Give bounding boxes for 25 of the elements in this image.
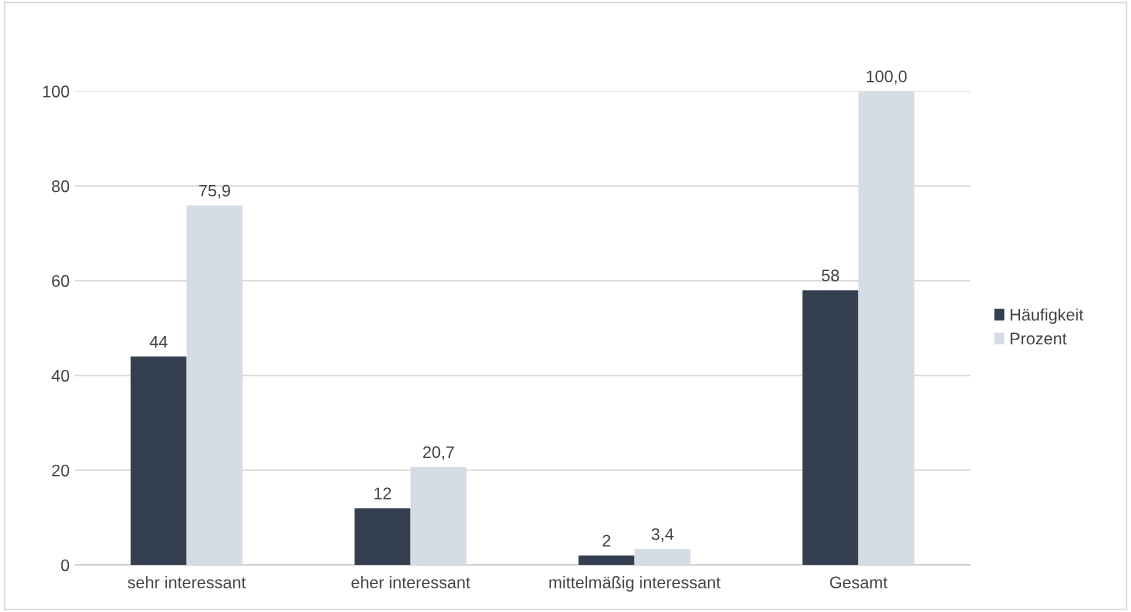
legend-label: Prozent: [1010, 332, 1067, 345]
x-tick-label: mittelmäßig interessant: [549, 576, 721, 592]
y-tick-label: 60: [52, 275, 70, 287]
bar: [578, 555, 635, 565]
bar: [802, 290, 859, 565]
x-tick-label: Gesamt: [830, 576, 888, 589]
x-tick-label: sehr interessant: [127, 576, 246, 589]
y-tick-label: 40: [51, 369, 70, 382]
bar: [354, 508, 411, 565]
data-label: 20,7: [423, 446, 454, 461]
y-tick-label: 100: [43, 85, 70, 98]
data-label: 2: [602, 534, 611, 547]
data-label: 75,9: [199, 184, 231, 199]
bar: [634, 548, 691, 565]
data-label: 3,4: [651, 528, 674, 543]
data-label: 58: [821, 269, 839, 282]
x-tick-label: eher interessant: [351, 576, 471, 589]
y-tick-label: 0: [61, 559, 70, 572]
legend-label: Häufigkeit: [1010, 308, 1084, 324]
data-label: 44: [149, 336, 168, 348]
data-label: 100,0: [866, 70, 907, 85]
y-tick-label: 80: [51, 180, 70, 193]
bar: [130, 356, 187, 565]
y-tick-label: 20: [52, 464, 70, 477]
data-label: 12: [374, 487, 391, 500]
